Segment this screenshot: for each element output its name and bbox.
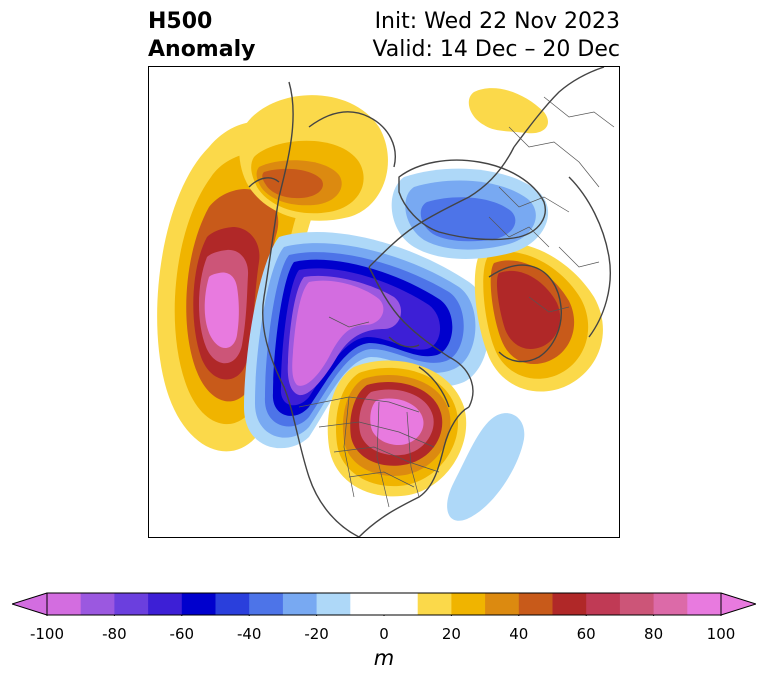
colorbar-under-arrow xyxy=(12,593,47,615)
colorbar-cell xyxy=(586,593,621,615)
coastlines xyxy=(248,67,611,537)
colorbar-cell xyxy=(282,593,318,615)
colorbar-tick-label: 80 xyxy=(644,625,664,643)
colorbar-ticks xyxy=(46,615,722,616)
colorbar-cell xyxy=(653,593,688,615)
atlantic-trough xyxy=(447,413,525,521)
colorbar-tick-label: 20 xyxy=(441,625,461,643)
colorbar-cell xyxy=(181,593,216,615)
greenland-trough xyxy=(391,168,549,259)
colorbar-tick-label: -60 xyxy=(169,625,195,643)
colorbar-tick-label: 40 xyxy=(509,625,529,643)
chart-title: H500 Anomaly xyxy=(148,8,255,64)
colorbar-cell xyxy=(215,593,250,615)
colorbar-cell xyxy=(619,593,655,615)
colorbar-tick-label: -100 xyxy=(29,625,65,643)
colorbar-cell xyxy=(485,593,520,615)
colorbar-tick-label: -20 xyxy=(304,625,329,643)
colorbar-cell xyxy=(552,593,587,615)
colorbar xyxy=(12,592,756,616)
map-panel xyxy=(148,66,620,538)
title-line1: H500 xyxy=(148,9,213,34)
colorbar-unit: m xyxy=(373,646,395,670)
europe-ridge xyxy=(474,242,603,392)
colorbar-arrow-outline-right xyxy=(720,592,756,616)
colorbar-cell xyxy=(148,593,183,615)
colorbar-arrow-outline xyxy=(12,592,48,616)
colorbar-cell xyxy=(80,593,115,615)
borders xyxy=(298,96,615,508)
colorbar-cell xyxy=(687,593,722,615)
colorbar-tick-label: -80 xyxy=(102,625,127,643)
colorbar-cell xyxy=(114,593,149,615)
colorbar-over-arrow xyxy=(721,593,756,615)
colorbar-cell xyxy=(316,593,351,615)
colorbar-cell xyxy=(518,593,553,615)
colorbar-tick-label: 100 xyxy=(706,625,736,643)
colorbar-tick-label: -40 xyxy=(236,625,262,643)
title-line2: Anomaly xyxy=(148,37,256,62)
arctic-ridge xyxy=(239,95,388,221)
colorbar-cell xyxy=(384,593,419,615)
colorbar-cells xyxy=(47,593,722,615)
colorbar-tick-label: 0 xyxy=(379,625,389,643)
colorbar-cell xyxy=(350,593,385,615)
forecast-dates: Init: Wed 22 Nov 2023 Valid: 14 Dec – 20… xyxy=(372,8,620,64)
anomaly-map xyxy=(157,67,615,537)
colorbar-cell xyxy=(47,593,82,615)
init-date: Init: Wed 22 Nov 2023 xyxy=(374,9,620,34)
north-american-trough xyxy=(244,232,490,449)
siberia-ridge xyxy=(468,88,548,134)
colorbar-tick-label: 60 xyxy=(576,625,596,643)
eastern-us-ridge xyxy=(327,360,467,497)
colorbar-cell xyxy=(451,593,486,615)
colorbar-cell xyxy=(417,593,452,615)
valid-date: Valid: 14 Dec – 20 Dec xyxy=(372,37,620,62)
colorbar-cell xyxy=(249,593,284,615)
